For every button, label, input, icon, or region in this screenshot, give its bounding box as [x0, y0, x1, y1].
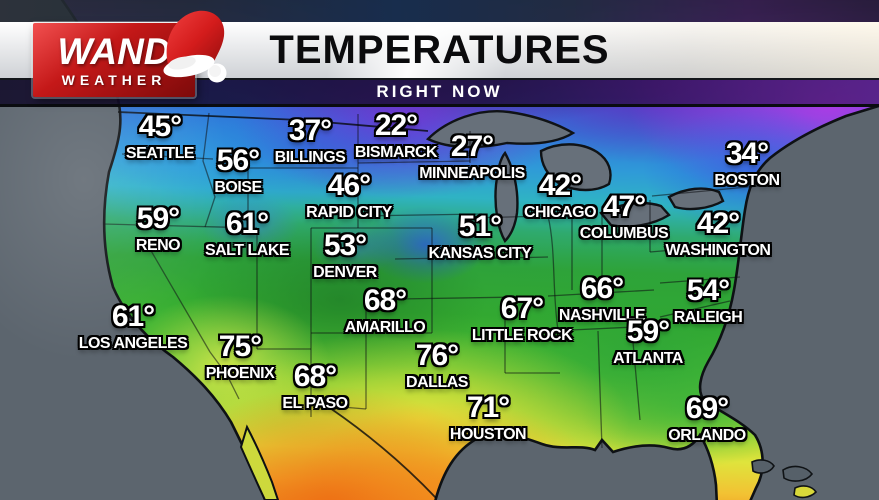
- city-temp-label: 56° BOISE: [214, 144, 262, 196]
- bahamas-island: [793, 485, 818, 499]
- station-name: WAND: [57, 30, 171, 72]
- city-name: HOUSTON: [449, 426, 527, 443]
- temperature-value: 42°: [696, 207, 740, 240]
- city-temp-label: 46° RAPID CITY: [306, 171, 392, 221]
- city-name: DENVER: [313, 264, 377, 281]
- city-name: RAPID CITY: [306, 204, 392, 221]
- city-name: LITTLE ROCK: [471, 327, 573, 344]
- temperature-value: 59°: [136, 202, 180, 235]
- city-name: COLUMBUS: [579, 225, 669, 242]
- city-temp-label: 59° ATLANTA: [613, 317, 683, 367]
- city-temp-label: 53° DENVER: [313, 231, 377, 281]
- city-name: SALT LAKE: [204, 242, 290, 259]
- city-name: RALEIGH: [673, 309, 743, 326]
- us-mexico-border: [329, 407, 437, 499]
- state-borders: [102, 112, 759, 449]
- bahamas-island: [782, 465, 814, 482]
- city-name: CHICAGO: [523, 204, 597, 221]
- city-temp-label: 68° EL PASO: [282, 360, 348, 412]
- city-name: NASHVILLE: [558, 307, 646, 324]
- city-temp-label: 59° RENO: [135, 202, 181, 254]
- city-name: LOS ANGELES: [78, 335, 188, 352]
- temperature-value: 66°: [580, 272, 624, 305]
- temperature-value: 59°: [626, 315, 670, 348]
- city-temp-label: 22° BISMARCK: [354, 109, 438, 161]
- temperature-value: 61°: [111, 300, 155, 333]
- city-temp-label: 34° BOSTON: [714, 137, 780, 189]
- city-name: RENO: [135, 237, 181, 254]
- gulf-of-mexico: [434, 432, 719, 500]
- temperature-value: 68°: [293, 360, 337, 393]
- city-temp-label: 66° NASHVILLE: [558, 272, 646, 324]
- lake-superior: [425, 110, 576, 149]
- top-photo-strip: [0, 0, 879, 24]
- city-name: DALLAS: [406, 374, 468, 391]
- city-temp-label: 54° RALEIGH: [674, 276, 743, 326]
- temperature-value: 46°: [327, 169, 371, 202]
- temperature-value: 42°: [538, 169, 582, 202]
- city-name: KANSAS CITY: [428, 245, 532, 262]
- temperature-value: 34°: [725, 137, 769, 170]
- city-name: AMARILLO: [344, 319, 426, 336]
- city-temp-label: 42° WASHINGTON: [666, 209, 771, 259]
- temperature-value: 67°: [500, 292, 544, 325]
- city-temp-label: 61° SALT LAKE: [204, 207, 290, 259]
- bahamas-island: [751, 459, 775, 474]
- city-temp-label: 71° HOUSTON: [449, 391, 527, 443]
- temperature-value: 56°: [216, 144, 260, 177]
- lake-huron: [539, 143, 612, 192]
- city-temp-label: 61° LOS ANGELES: [79, 302, 188, 352]
- temperature-value: 54°: [686, 274, 730, 307]
- city-name: PHOENIX: [205, 365, 275, 382]
- temperature-value: 53°: [323, 229, 367, 262]
- temperature-value: 47°: [602, 190, 646, 223]
- temperature-value: 71°: [466, 391, 510, 424]
- city-temp-label: 67° LITTLE ROCK: [471, 292, 573, 344]
- santa-hat-icon: [163, 10, 227, 83]
- city-name: BISMARCK: [354, 144, 438, 161]
- station-subname: WEATHER: [61, 71, 167, 88]
- great-lakes: [425, 110, 725, 243]
- subtitle: RIGHT NOW: [376, 82, 503, 101]
- atlantic-ocean: [698, 104, 879, 500]
- temperature-value: 45°: [138, 110, 182, 143]
- city-name: WASHINGTON: [665, 242, 771, 259]
- temperature-value: 69°: [685, 392, 729, 425]
- temperature-value: 51°: [458, 210, 502, 243]
- city-name: MINNEAPOLIS: [419, 165, 525, 182]
- city-temp-label: 69° ORLANDO: [668, 392, 746, 444]
- city-temp-label: 27° MINNEAPOLIS: [419, 132, 525, 182]
- city-temp-label: 76° DALLAS: [406, 341, 468, 391]
- city-temp-label: 47° COLUMBUS: [579, 190, 669, 242]
- temperature-value: 61°: [225, 207, 269, 240]
- lake-erie: [599, 202, 671, 228]
- city-name: BILLINGS: [274, 149, 346, 166]
- us-canada-border: [117, 111, 429, 132]
- city-name: ORLANDO: [668, 427, 746, 444]
- page-title: TEMPERATURES: [269, 28, 610, 72]
- city-temp-label: 45° SEATTLE: [125, 110, 195, 162]
- temperature-value: 68°: [363, 284, 407, 317]
- city-name: BOSTON: [714, 172, 780, 189]
- temperature-value: 76°: [415, 339, 459, 372]
- city-name: ATLANTA: [613, 350, 683, 367]
- temperature-value: 37°: [288, 114, 332, 147]
- lake-michigan: [494, 150, 519, 243]
- city-name: SEATTLE: [125, 145, 195, 162]
- city-name: BOISE: [214, 179, 262, 196]
- city-temp-label: 42° CHICAGO: [523, 169, 597, 221]
- baja-peninsula: [239, 424, 280, 500]
- city-temp-label: 68° AMARILLO: [344, 284, 426, 336]
- temperature-value: 27°: [450, 130, 494, 163]
- temperature-value: 22°: [374, 109, 418, 142]
- city-temp-label: 75° PHOENIX: [206, 332, 275, 382]
- city-temp-label: 51° KANSAS CITY: [429, 212, 532, 262]
- city-temp-label: 37° BILLINGS: [275, 116, 346, 166]
- city-name: EL PASO: [282, 395, 348, 412]
- temperature-value: 75°: [218, 330, 262, 363]
- islands: [751, 459, 818, 499]
